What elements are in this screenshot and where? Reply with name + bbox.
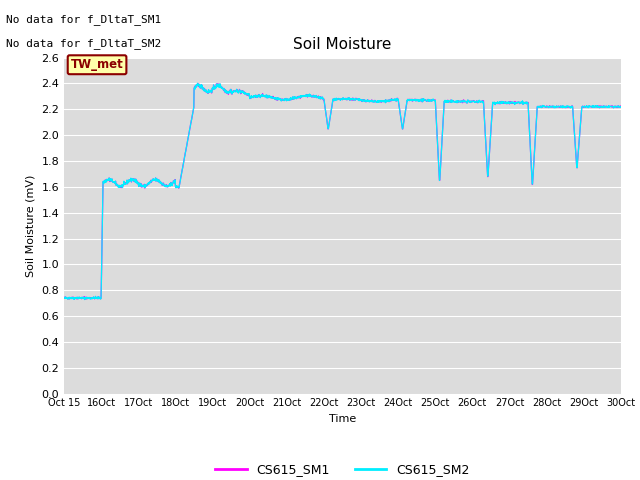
Text: No data for f_DltaT_SM1: No data for f_DltaT_SM1 (6, 14, 162, 25)
Y-axis label: Soil Moisture (mV): Soil Moisture (mV) (26, 174, 36, 277)
Title: Soil Moisture: Soil Moisture (293, 37, 392, 52)
X-axis label: Time: Time (329, 414, 356, 424)
Text: No data for f_DltaT_SM2: No data for f_DltaT_SM2 (6, 38, 162, 49)
Text: TW_met: TW_met (70, 58, 124, 71)
Legend: CS615_SM1, CS615_SM2: CS615_SM1, CS615_SM2 (211, 458, 474, 480)
